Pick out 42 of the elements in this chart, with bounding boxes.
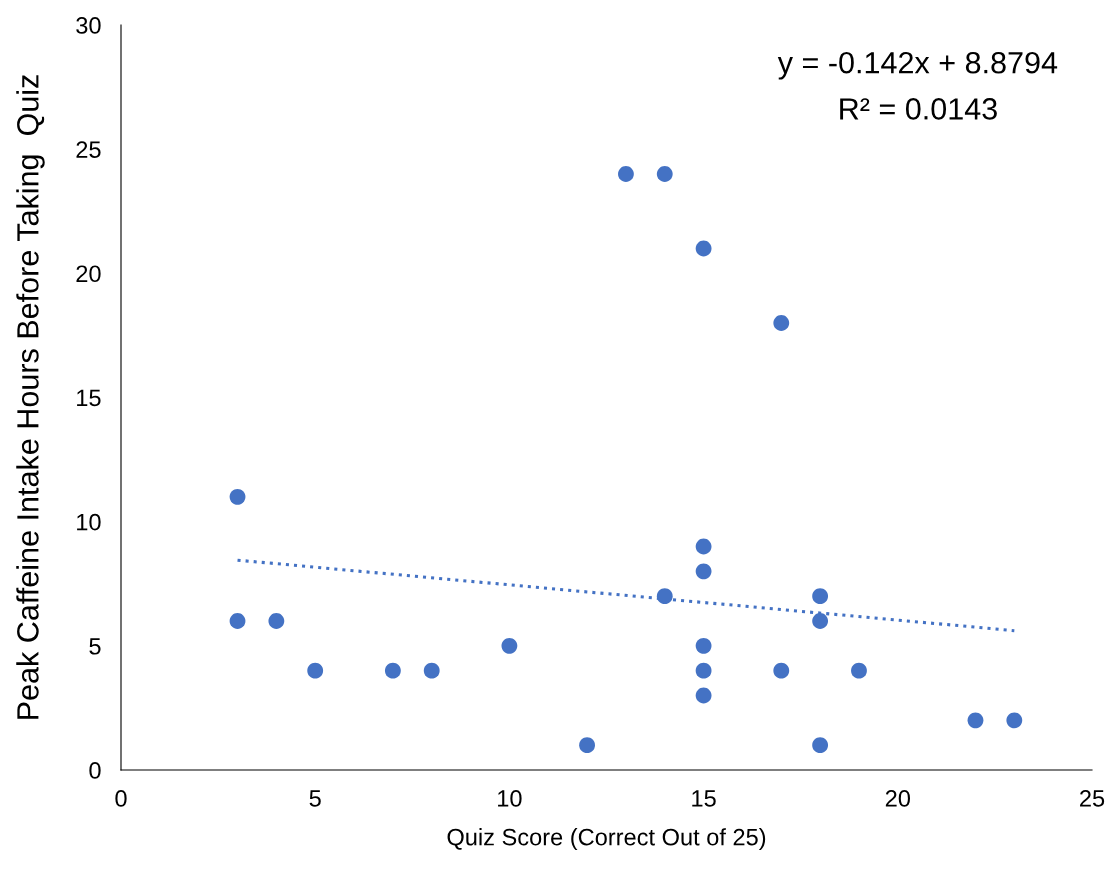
x-axis-title: Quiz Score (Correct Out of 25) <box>447 828 766 851</box>
annotation: y = -0.142x + 8.8794 <box>777 51 1058 80</box>
y-axis-title: Peak Caffeine Intake Hours Before Taking Quiz <box>16 75 45 719</box>
point <box>812 588 829 605</box>
x-tick-label: 25 <box>1080 790 1105 807</box>
point <box>695 240 712 257</box>
y-tick-label: 25 <box>76 141 101 158</box>
point <box>773 315 790 331</box>
point <box>851 662 867 679</box>
y-tick-label: 15 <box>77 389 101 407</box>
point <box>229 488 246 505</box>
point <box>268 613 285 629</box>
point <box>812 613 829 629</box>
point <box>695 687 712 704</box>
point <box>423 662 440 679</box>
x-tick-label: 20 <box>885 790 911 807</box>
point <box>384 662 401 679</box>
x-tick-label: 15 <box>692 790 716 807</box>
x-tick-label: 10 <box>498 790 522 807</box>
x-tick-label: 5 <box>309 790 321 807</box>
point <box>656 588 673 605</box>
point <box>773 662 790 679</box>
annotation: R² = 0.0143 <box>840 98 997 120</box>
y-tick-label: 30 <box>76 17 101 34</box>
point <box>695 563 712 580</box>
point <box>695 662 712 679</box>
x-tick-label: 0 <box>115 790 127 807</box>
point <box>1006 712 1023 729</box>
y-tick-label: 20 <box>76 265 101 283</box>
point <box>307 662 324 679</box>
point <box>812 737 829 754</box>
point <box>967 712 984 729</box>
y-tick-label: 10 <box>77 513 101 531</box>
y-tick-label: 5 <box>89 638 101 655</box>
point <box>618 166 634 182</box>
point <box>229 613 246 629</box>
y-tick-label: 0 <box>89 762 101 779</box>
point <box>501 637 518 654</box>
point <box>695 637 712 654</box>
point <box>656 166 673 182</box>
point <box>579 737 595 754</box>
point <box>695 538 712 555</box>
